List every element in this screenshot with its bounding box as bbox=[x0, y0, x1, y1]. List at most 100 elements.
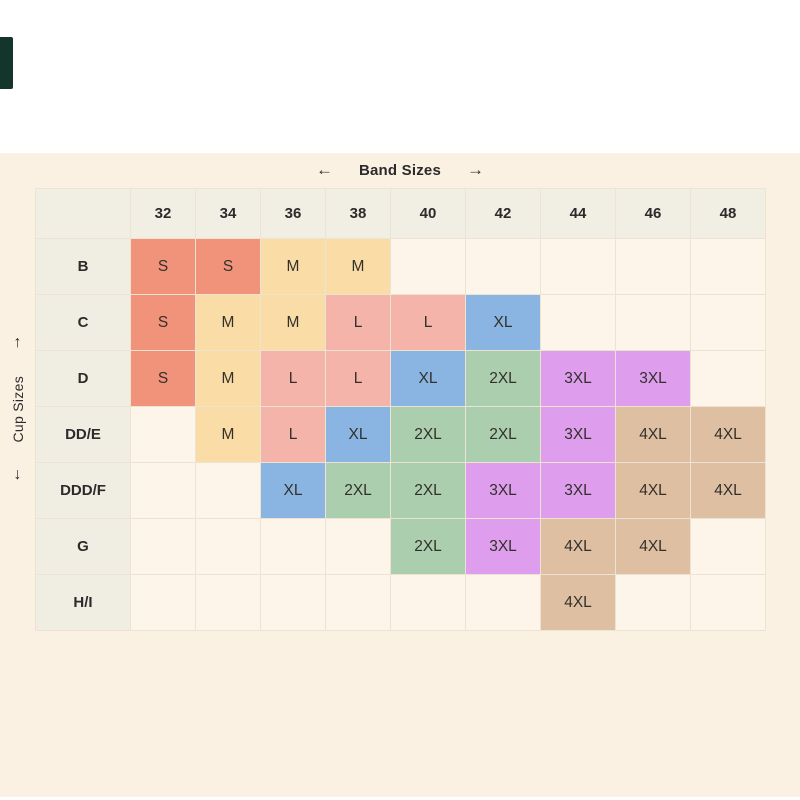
empty-cell bbox=[390, 238, 466, 295]
size-cell: XL bbox=[325, 406, 391, 463]
size-cell: 4XL bbox=[615, 518, 691, 575]
size-cell: S bbox=[130, 238, 196, 295]
band-size-header: 38 bbox=[325, 188, 391, 239]
size-chart-table: 32 34 36 38 40 42 44 46 48 B S S M M C S M M L L XL D S M L L XL 2… bbox=[35, 188, 766, 631]
band-size-header: 48 bbox=[690, 188, 766, 239]
cup-sizes-axis-label: Cup Sizes bbox=[9, 375, 26, 443]
empty-cell bbox=[195, 574, 261, 631]
table-row: G 2XL 3XL 4XL 4XL bbox=[35, 518, 766, 575]
empty-cell bbox=[615, 238, 691, 295]
size-cell: 4XL bbox=[540, 574, 616, 631]
empty-cell bbox=[130, 462, 196, 519]
size-cell: L bbox=[260, 350, 326, 407]
table-row: H/I 4XL bbox=[35, 574, 766, 631]
band-size-header: 42 bbox=[465, 188, 541, 239]
size-cell: XL bbox=[390, 350, 466, 407]
size-cell: XL bbox=[260, 462, 326, 519]
size-cell: 2XL bbox=[390, 406, 466, 463]
table-row: DD/E M L XL 2XL 2XL 3XL 4XL 4XL bbox=[35, 406, 766, 463]
header-row: 32 34 36 38 40 42 44 46 48 bbox=[35, 188, 766, 239]
band-size-header: 36 bbox=[260, 188, 326, 239]
size-cell: 3XL bbox=[540, 350, 616, 407]
size-cell: L bbox=[325, 294, 391, 351]
cup-size-label: G bbox=[35, 518, 131, 575]
size-cell: S bbox=[130, 294, 196, 351]
band-size-header: 44 bbox=[540, 188, 616, 239]
size-cell: M bbox=[195, 350, 261, 407]
band-size-header: 40 bbox=[390, 188, 466, 239]
size-cell: 2XL bbox=[465, 350, 541, 407]
size-cell: XL bbox=[465, 294, 541, 351]
empty-cell bbox=[690, 350, 766, 407]
empty-cell bbox=[690, 294, 766, 351]
band-size-header: 46 bbox=[615, 188, 691, 239]
empty-cell bbox=[690, 238, 766, 295]
up-arrow-icon: ↑ bbox=[13, 333, 22, 351]
size-cell: 4XL bbox=[615, 462, 691, 519]
cup-size-label: B bbox=[35, 238, 131, 295]
size-cell: S bbox=[195, 238, 261, 295]
cup-size-label: DD/E bbox=[35, 406, 131, 463]
size-cell: 3XL bbox=[465, 462, 541, 519]
size-cell: L bbox=[325, 350, 391, 407]
empty-cell bbox=[390, 574, 466, 631]
empty-cell bbox=[260, 518, 326, 575]
empty-cell bbox=[465, 574, 541, 631]
cup-size-label: DDD/F bbox=[35, 462, 131, 519]
size-cell: 2XL bbox=[465, 406, 541, 463]
cup-size-label: C bbox=[35, 294, 131, 351]
size-cell: S bbox=[130, 350, 196, 407]
empty-cell bbox=[130, 518, 196, 575]
down-arrow-icon: ↓ bbox=[13, 466, 22, 484]
empty-cell bbox=[325, 574, 391, 631]
size-cell: 4XL bbox=[690, 406, 766, 463]
empty-cell bbox=[260, 574, 326, 631]
size-cell: M bbox=[260, 294, 326, 351]
table-row: C S M M L L XL bbox=[35, 294, 766, 351]
corner-cell bbox=[35, 188, 131, 239]
band-sizes-axis-label: Band Sizes bbox=[358, 161, 442, 179]
left-edge-dark-bar bbox=[0, 37, 13, 89]
empty-cell bbox=[615, 574, 691, 631]
size-cell: 3XL bbox=[465, 518, 541, 575]
size-cell: 2XL bbox=[325, 462, 391, 519]
size-cell: M bbox=[260, 238, 326, 295]
empty-cell bbox=[195, 462, 261, 519]
size-cell: L bbox=[260, 406, 326, 463]
size-chart-panel: ← Band Sizes → ↑ Cup Sizes ↓ 32 34 36 38 40 4… bbox=[0, 153, 800, 797]
size-cell: M bbox=[195, 406, 261, 463]
table-row: D S M L L XL 2XL 3XL 3XL bbox=[35, 350, 766, 407]
cup-sizes-axis: ↑ Cup Sizes ↓ bbox=[0, 188, 35, 630]
band-sizes-axis: ← Band Sizes → bbox=[0, 160, 800, 180]
left-arrow-icon: ← bbox=[315, 160, 333, 179]
empty-cell bbox=[130, 406, 196, 463]
table-body: B S S M M C S M M L L XL D S M L L XL 2XL 3XL 3XL DD/E M L XL 2XL… bbox=[35, 238, 766, 631]
empty-cell bbox=[130, 574, 196, 631]
empty-cell bbox=[540, 238, 616, 295]
empty-cell bbox=[465, 238, 541, 295]
size-cell: 4XL bbox=[540, 518, 616, 575]
empty-cell bbox=[325, 518, 391, 575]
empty-cell bbox=[615, 294, 691, 351]
size-cell: 3XL bbox=[615, 350, 691, 407]
size-cell: 2XL bbox=[390, 462, 466, 519]
size-cell: 4XL bbox=[615, 406, 691, 463]
cup-size-label: D bbox=[35, 350, 131, 407]
empty-cell bbox=[690, 518, 766, 575]
cup-size-label: H/I bbox=[35, 574, 131, 631]
band-size-header: 34 bbox=[195, 188, 261, 239]
band-size-header: 32 bbox=[130, 188, 196, 239]
size-cell: 4XL bbox=[690, 462, 766, 519]
size-cell: L bbox=[390, 294, 466, 351]
table-row: DDD/F XL 2XL 2XL 3XL 3XL 4XL 4XL bbox=[35, 462, 766, 519]
size-cell: M bbox=[325, 238, 391, 295]
right-arrow-icon: → bbox=[467, 160, 485, 179]
empty-cell bbox=[540, 294, 616, 351]
empty-cell bbox=[195, 518, 261, 575]
size-cell: 2XL bbox=[390, 518, 466, 575]
size-cell: 3XL bbox=[540, 462, 616, 519]
size-cell: 3XL bbox=[540, 406, 616, 463]
empty-cell bbox=[690, 574, 766, 631]
size-cell: M bbox=[195, 294, 261, 351]
